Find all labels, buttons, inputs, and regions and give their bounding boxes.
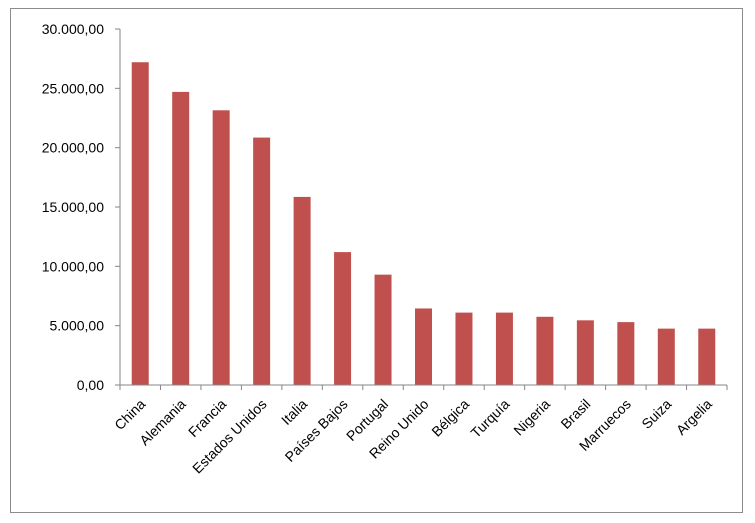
x-category-label: Nigeria xyxy=(510,396,553,439)
bars xyxy=(131,62,716,386)
y-tick-label: 5.000,00 xyxy=(50,318,105,334)
bar-reino-unido xyxy=(415,308,432,385)
bar-nigeria xyxy=(536,316,554,385)
bar-brasil xyxy=(576,320,594,385)
y-tick-label: 25.000,00 xyxy=(42,80,104,96)
x-category-label: China xyxy=(111,396,148,433)
x-category-label: Brasil xyxy=(557,396,593,432)
bar-suiza xyxy=(657,328,675,385)
x-category-label: Turquía xyxy=(467,396,512,441)
bar-argelia xyxy=(698,328,716,385)
y-tick-label: 0,00 xyxy=(77,377,104,393)
y-axis: 0,00 5.000,00 10.000,00 15.000,00 20.000,00 2… xyxy=(42,21,121,393)
bar-turquía xyxy=(495,312,513,385)
x-category-label: Estados Unidos xyxy=(189,396,270,477)
y-tick-label: 10.000,00 xyxy=(42,258,104,274)
bar-países-bajos xyxy=(334,252,352,385)
bar-italia xyxy=(293,196,311,385)
bar-estados-unidos xyxy=(253,137,271,385)
bar-marruecos xyxy=(617,322,635,385)
x-category-label: Suiza xyxy=(638,396,674,432)
y-tick-label: 15.000,00 xyxy=(42,199,104,215)
bar-alemania xyxy=(172,91,190,385)
x-category-label: Italia xyxy=(278,396,310,428)
y-tick-label: 30.000,00 xyxy=(42,21,104,37)
y-tick-label: 20.000,00 xyxy=(42,140,104,156)
bar-francia xyxy=(212,110,230,385)
x-category-label: Argelia xyxy=(673,396,715,438)
bar-bélgica xyxy=(455,312,473,385)
bar-portugal xyxy=(374,274,392,385)
x-category-label: Bélgica xyxy=(428,396,472,440)
bar-china xyxy=(131,62,149,386)
